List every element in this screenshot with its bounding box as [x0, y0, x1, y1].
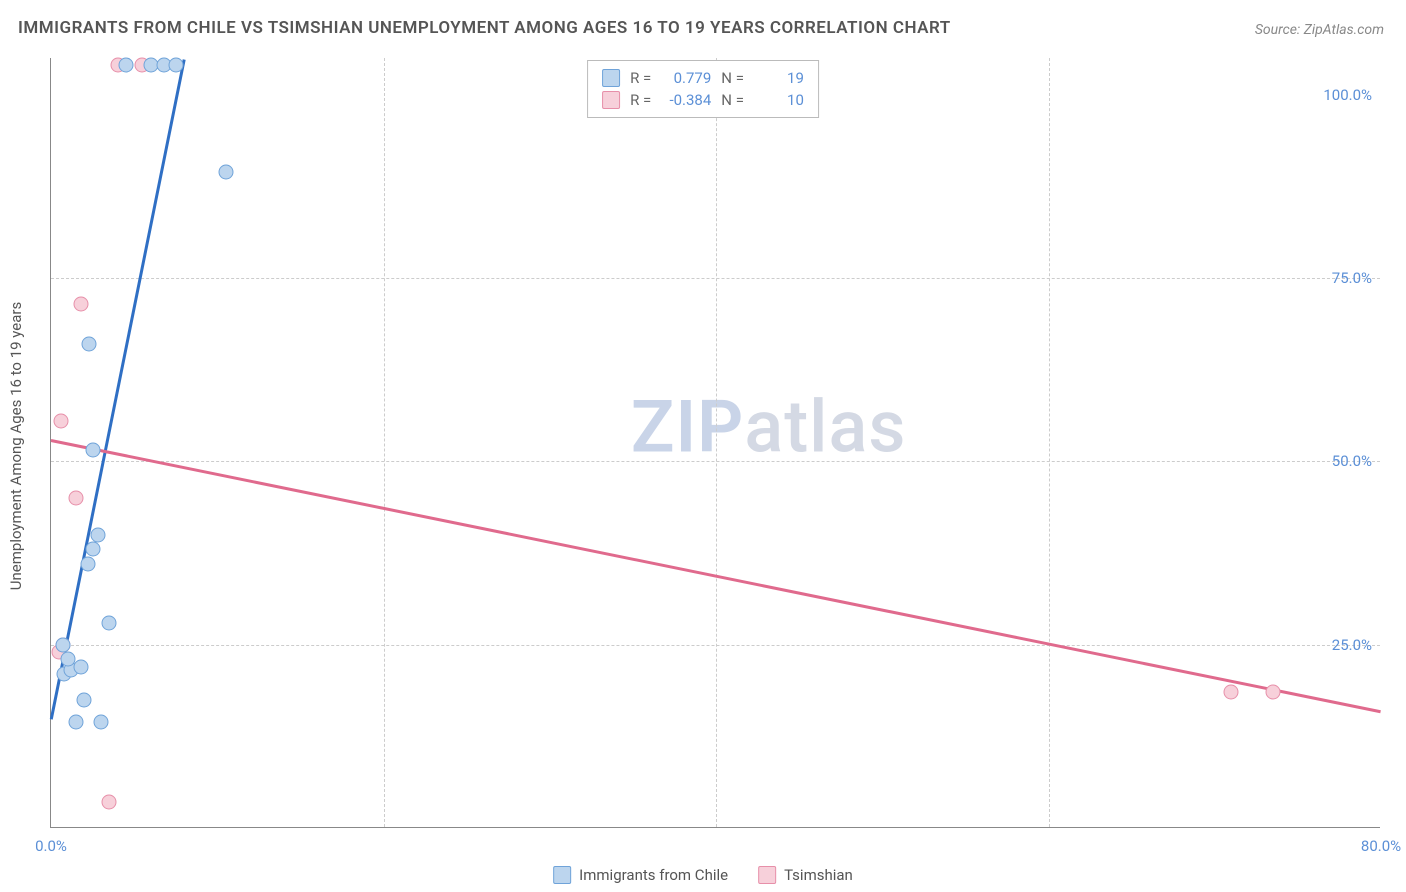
legend-row-tsimshian: R = -0.384 N = 10: [602, 89, 804, 111]
marker-chile: [90, 527, 105, 542]
legend-item-tsimshian: Tsimshian: [758, 866, 853, 884]
marker-chile: [118, 58, 133, 73]
y-axis-label: Unemployment Among Ages 16 to 19 years: [7, 302, 25, 590]
r-value-chile: 0.779: [661, 69, 711, 87]
r-value-tsimshian: -0.384: [661, 91, 711, 109]
marker-chile: [80, 557, 95, 572]
marker-chile: [85, 443, 100, 458]
gridline-vertical: [1049, 58, 1050, 827]
y-tick-label: 25.0%: [1332, 636, 1372, 654]
source-attribution: Source: ZipAtlas.com: [1255, 22, 1384, 38]
y-tick-label: 75.0%: [1332, 269, 1372, 287]
marker-chile: [102, 615, 117, 630]
y-tick-label: 100.0%: [1323, 86, 1372, 104]
marker-chile: [168, 58, 183, 73]
marker-chile: [93, 714, 108, 729]
marker-chile: [68, 714, 83, 729]
marker-chile: [85, 542, 100, 557]
x-tick-label: 80.0%: [1361, 837, 1401, 855]
correlation-legend: R = 0.779 N = 19 R = -0.384 N = 10: [587, 60, 819, 118]
chart-container: IMMIGRANTS FROM CHILE VS TSIMSHIAN UNEMP…: [0, 0, 1406, 892]
marker-tsimshian: [1265, 685, 1280, 700]
marker-tsimshian: [102, 795, 117, 810]
marker-chile: [73, 659, 88, 674]
swatch-chile-icon: [602, 69, 620, 87]
r-label: R =: [630, 69, 651, 87]
marker-chile: [77, 692, 92, 707]
gridline-vertical: [384, 58, 385, 827]
marker-chile: [55, 637, 70, 652]
swatch-tsimshian-icon: [758, 866, 776, 884]
marker-chile: [218, 164, 233, 179]
n-label: N =: [721, 91, 744, 109]
watermark: ZIPatlas: [631, 385, 906, 470]
watermark-zip: ZIP: [631, 385, 744, 470]
regression-line-chile: [50, 59, 185, 719]
n-value-tsimshian: 10: [754, 91, 804, 109]
marker-tsimshian: [53, 414, 68, 429]
marker-tsimshian: [73, 296, 88, 311]
swatch-tsimshian-icon: [602, 91, 620, 109]
marker-chile: [60, 652, 75, 667]
y-tick-label: 50.0%: [1332, 452, 1372, 470]
n-label: N =: [721, 69, 744, 87]
plot-area: ZIPatlas 25.0%50.0%75.0%100.0%0.0%80.0%: [50, 58, 1380, 828]
legend-label-chile: Immigrants from Chile: [579, 866, 728, 884]
x-axis-legend: Immigrants from Chile Tsimshian: [553, 866, 853, 884]
marker-tsimshian: [1224, 685, 1239, 700]
legend-label-tsimshian: Tsimshian: [784, 866, 853, 884]
x-tick-label: 0.0%: [35, 837, 67, 855]
gridline-vertical: [716, 58, 717, 827]
legend-item-chile: Immigrants from Chile: [553, 866, 728, 884]
marker-tsimshian: [68, 491, 83, 506]
r-label: R =: [630, 91, 651, 109]
swatch-chile-icon: [553, 866, 571, 884]
n-value-chile: 19: [754, 69, 804, 87]
watermark-atlas: atlas: [744, 385, 906, 470]
chart-title: IMMIGRANTS FROM CHILE VS TSIMSHIAN UNEMP…: [18, 18, 951, 38]
marker-chile: [82, 337, 97, 352]
legend-row-chile: R = 0.779 N = 19: [602, 67, 804, 89]
